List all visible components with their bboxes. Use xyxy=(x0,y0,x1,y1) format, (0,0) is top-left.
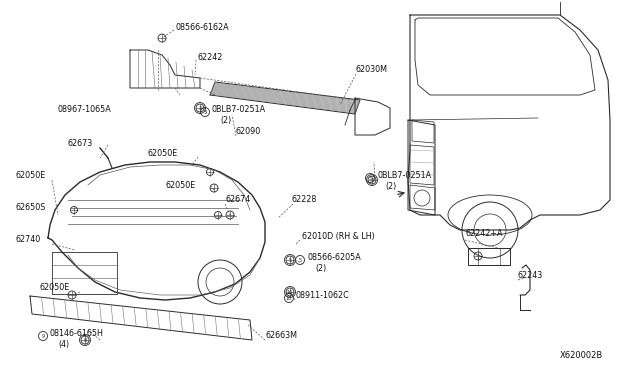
Text: 62242+A: 62242+A xyxy=(465,230,502,238)
Text: 62243: 62243 xyxy=(518,270,543,279)
Text: 3: 3 xyxy=(198,106,202,110)
Text: 62663M: 62663M xyxy=(265,331,297,340)
Text: 62030M: 62030M xyxy=(355,65,387,74)
Text: 62242: 62242 xyxy=(197,54,222,62)
Text: 08566-6205A: 08566-6205A xyxy=(307,253,361,263)
Text: (2): (2) xyxy=(315,263,326,273)
Text: 62740: 62740 xyxy=(16,235,41,244)
Text: 5: 5 xyxy=(298,257,301,263)
Text: (2): (2) xyxy=(220,115,231,125)
Text: 08911-1062C: 08911-1062C xyxy=(296,292,349,301)
Text: 10: 10 xyxy=(287,289,293,295)
Text: (4): (4) xyxy=(58,340,69,349)
Text: 08566-6162A: 08566-6162A xyxy=(175,22,228,32)
Text: 62650S: 62650S xyxy=(16,203,46,212)
Bar xyxy=(52,252,117,294)
Text: 0BLB7-0251A: 0BLB7-0251A xyxy=(377,171,431,180)
Text: 3: 3 xyxy=(204,109,207,115)
Text: 08967-1065A: 08967-1065A xyxy=(58,106,112,115)
Text: 0BLB7-0251A: 0BLB7-0251A xyxy=(212,106,266,115)
Text: 3: 3 xyxy=(371,177,374,183)
Text: (2): (2) xyxy=(385,182,396,190)
Text: 62050E: 62050E xyxy=(148,148,179,157)
Text: 62673: 62673 xyxy=(68,138,93,148)
Text: 62674: 62674 xyxy=(225,196,250,205)
Text: 3: 3 xyxy=(369,176,372,180)
Text: 5: 5 xyxy=(289,257,292,263)
Text: 62228: 62228 xyxy=(292,196,317,205)
Text: 62050E: 62050E xyxy=(165,180,195,189)
Text: 08146-6165H: 08146-6165H xyxy=(50,330,104,339)
Text: 62050E: 62050E xyxy=(40,283,70,292)
Text: 62090: 62090 xyxy=(236,128,261,137)
Text: 10: 10 xyxy=(286,295,292,301)
Text: 62050E: 62050E xyxy=(16,170,46,180)
Text: 8: 8 xyxy=(83,337,86,343)
Text: 62010D (RH & LH): 62010D (RH & LH) xyxy=(302,231,375,241)
Text: X620002B: X620002B xyxy=(560,351,604,360)
Text: 9: 9 xyxy=(42,334,45,339)
